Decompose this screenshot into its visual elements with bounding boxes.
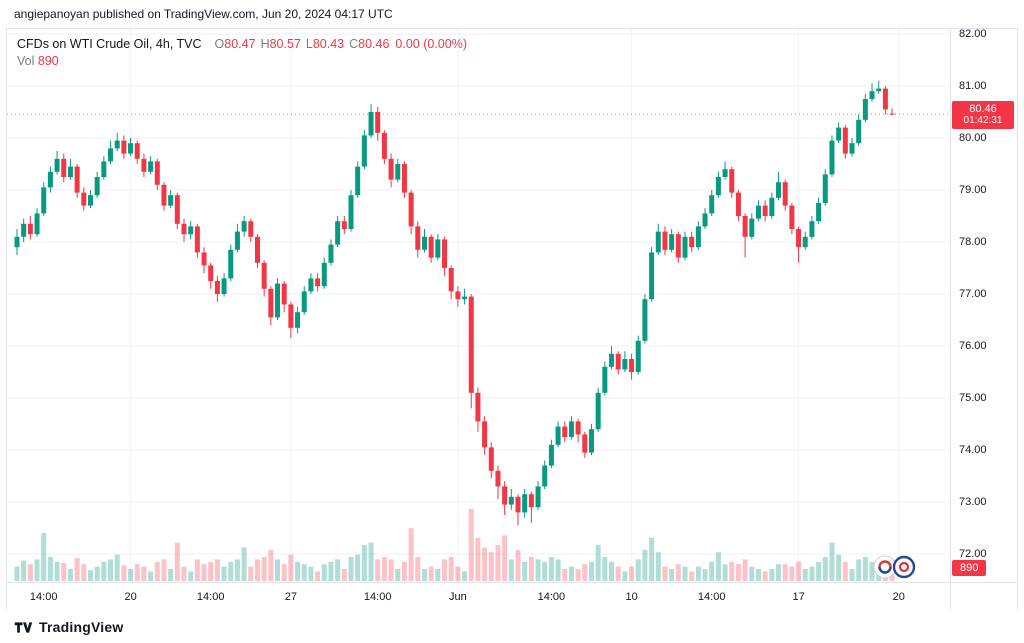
price-tick-label: 74.00	[959, 444, 987, 456]
price-tick-label: 80.00	[959, 132, 987, 144]
share-header-bar: angiepanoyan published on TradingView.co…	[0, 0, 1024, 28]
last-price-badge: 80.46 01:42:31	[952, 101, 1014, 130]
time-tick-label: 27	[284, 591, 298, 603]
time-tick-label: 20	[892, 591, 905, 603]
price-tick-label: 77.00	[959, 288, 987, 300]
low-value: 80.43	[312, 37, 345, 51]
open-label: O	[214, 37, 225, 51]
chart-panel: CFDs on WTI Crude Oil, 4h, TVC O80.47 H80.…	[6, 28, 1018, 611]
axis-corner	[950, 582, 1017, 611]
last-price-value: 80.46	[969, 103, 997, 116]
last-volume-badge: 890	[952, 560, 987, 576]
price-tick-label: 73.00	[959, 496, 987, 508]
price-tick-label: 81.00	[959, 80, 987, 92]
symbol-legend: CFDs on WTI Crude Oil, 4h, TVC O80.47 H80.…	[17, 36, 467, 70]
price-tick-label: 79.00	[959, 184, 987, 196]
price-tick-label: 76.00	[959, 340, 987, 352]
time-tick-label: 20	[124, 591, 137, 603]
time-tick-label: Jun	[449, 591, 467, 603]
high-value: 80.57	[269, 37, 301, 51]
symbol-title[interactable]: CFDs on WTI Crude Oil, 4h, TVC	[17, 37, 202, 51]
price-tick-label: 78.00	[959, 236, 987, 248]
price-tick-label: 72.00	[959, 548, 987, 560]
low-label: L	[305, 37, 313, 51]
time-axis[interactable]: 14:00 20 14:00 27 14:00 Jun 14:00 10 14:00 17 20	[7, 582, 950, 611]
candlestick-chart[interactable]	[7, 29, 950, 582]
legend-line-2: Vol 890	[17, 53, 467, 70]
close-value: 80.46	[358, 37, 390, 51]
brand-wordmark: TradingView	[39, 619, 124, 635]
close-label: C	[349, 37, 359, 51]
tvc-attribution-logo	[873, 555, 916, 579]
time-tick-label: 17	[792, 591, 805, 603]
bar-countdown: 01:42:31	[963, 115, 1003, 127]
time-tick-label: 14:00	[697, 591, 726, 603]
share-footer-bar: TradingView	[0, 611, 1024, 643]
time-tick-label: 14:00	[363, 591, 392, 603]
legend-line-1: CFDs on WTI Crude Oil, 4h, TVC O80.47 H80.…	[17, 36, 467, 53]
tradingview-logo-icon	[14, 621, 32, 633]
price-axis[interactable]: 80.46 01:42:31 890 82.00 81.00 80.00 79.00 7…	[950, 28, 1017, 582]
time-tick-label: 14:00	[537, 591, 566, 603]
time-tick-label: 14:00	[196, 591, 225, 603]
time-tick-label: 14:00	[29, 591, 58, 603]
high-label: H	[260, 37, 270, 51]
volume-value: 890	[37, 54, 59, 68]
volume-label: Vol	[17, 54, 35, 68]
time-tick-label: 10	[625, 591, 638, 603]
attribution-text: angiepanoyan published on TradingView.co…	[14, 7, 393, 21]
open-value: 80.47	[224, 37, 256, 51]
change-value: 0.00 (0.00%)	[395, 37, 467, 51]
price-tick-label: 82.00	[959, 28, 987, 40]
chart-plot-area[interactable]	[7, 29, 950, 582]
price-tick-label: 75.00	[959, 392, 987, 404]
